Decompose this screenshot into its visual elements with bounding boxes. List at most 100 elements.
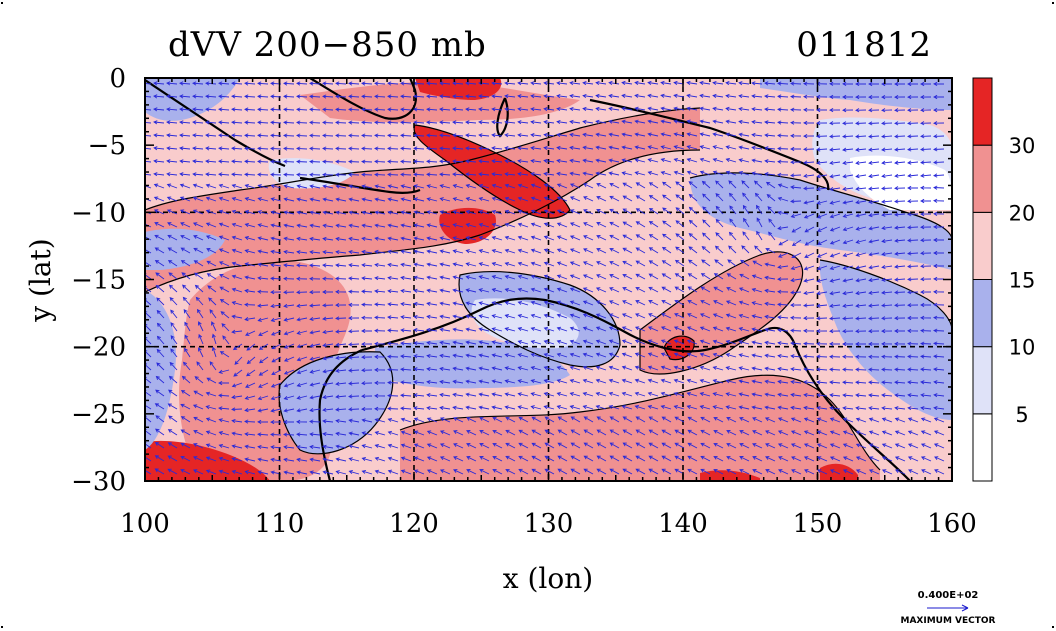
wind-vector-arrow xyxy=(609,455,620,462)
wind-vector-arrow xyxy=(335,470,347,475)
wind-vector-arrow xyxy=(907,303,919,308)
wind-vector-arrow xyxy=(439,405,451,410)
wind-vector-arrow xyxy=(517,300,529,306)
wind-vector-arrow xyxy=(596,261,607,267)
wind-vector-arrow xyxy=(270,432,282,437)
wind-vector-arrow xyxy=(180,389,191,397)
wind-vector-arrow xyxy=(400,380,412,385)
wind-vector-arrow xyxy=(842,456,854,462)
wind-vector-arrow xyxy=(595,326,607,332)
wind-vector-arrow xyxy=(816,94,828,99)
wind-vector-arrow xyxy=(752,430,763,436)
wind-vector-arrow xyxy=(842,239,854,245)
wind-vector-arrow xyxy=(491,366,503,371)
wind-vector-arrow xyxy=(764,379,776,384)
wind-vector-arrow xyxy=(881,134,893,139)
wind-vector-arrow xyxy=(205,94,217,99)
wind-vector-arrow xyxy=(283,107,295,112)
wind-vector-arrow xyxy=(479,469,490,475)
wind-vector-arrow xyxy=(270,330,282,336)
wind-vector-arrow xyxy=(556,392,568,397)
wind-vector-arrow xyxy=(595,158,607,163)
wind-vector-arrow xyxy=(855,406,867,411)
wind-vector-arrow xyxy=(206,377,217,384)
contour-line-8 xyxy=(639,251,804,375)
wind-vector-arrow xyxy=(595,145,607,150)
wind-vector-arrow xyxy=(583,235,594,241)
wind-vector-arrow xyxy=(881,252,893,257)
wind-vector-arrow xyxy=(868,417,880,423)
wind-vector-arrow xyxy=(181,375,191,384)
wind-vector-arrow xyxy=(257,249,269,254)
wind-vector-arrow xyxy=(855,469,867,475)
wind-vector-arrow xyxy=(192,404,204,410)
wind-vector-arrow xyxy=(335,250,347,255)
wind-vector-arrow xyxy=(752,260,763,267)
wind-vector-arrow xyxy=(920,443,932,449)
wind-vector-arrow xyxy=(153,133,165,138)
wind-vector-arrow xyxy=(348,184,360,189)
wind-vector-arrow xyxy=(699,80,711,85)
wind-vector-arrow xyxy=(596,455,607,462)
contour-line-7 xyxy=(278,351,394,455)
wind-vector-arrow xyxy=(167,247,178,254)
wind-vector-arrow xyxy=(270,223,282,228)
wind-vector-arrow xyxy=(530,313,542,319)
wind-vector-arrow xyxy=(517,340,529,345)
wind-vector-arrow xyxy=(439,314,451,319)
wind-vector-arrow xyxy=(309,172,321,177)
wind-vector-arrow xyxy=(842,278,854,283)
wind-vector-arrow xyxy=(335,444,347,449)
wind-vector-arrow xyxy=(635,455,646,462)
wind-vector-arrow xyxy=(738,145,750,150)
wind-vector-arrow xyxy=(439,456,451,462)
wind-vector-arrow xyxy=(777,328,789,333)
wind-vector-arrow xyxy=(517,274,529,280)
wind-vector-arrow xyxy=(790,185,802,190)
wind-vector-arrow xyxy=(868,226,880,231)
wind-vector-arrow xyxy=(426,81,438,86)
wind-vector-arrow xyxy=(686,80,698,85)
wind-vector-arrow xyxy=(700,299,711,306)
wind-vector-arrow xyxy=(504,314,516,319)
wind-vector-arrow xyxy=(725,170,737,176)
wind-vector-arrow xyxy=(803,417,815,423)
wind-vector-arrow xyxy=(816,303,828,308)
wind-vector-arrow xyxy=(180,260,191,267)
wind-vector-arrow xyxy=(257,419,269,424)
wind-vector-arrow xyxy=(283,408,295,413)
wind-vector-arrow xyxy=(309,395,321,400)
wind-vector-arrow xyxy=(184,321,191,332)
wind-vector-arrow xyxy=(439,172,451,177)
wind-vector-arrow xyxy=(257,236,269,241)
wind-vector-arrow xyxy=(881,443,893,449)
wind-vector-arrow xyxy=(855,200,867,205)
wind-vector-arrow xyxy=(674,273,685,280)
wind-vector-arrow xyxy=(777,353,789,359)
wind-vector-arrow xyxy=(413,197,425,202)
wind-vector-arrow xyxy=(400,94,412,99)
wind-vector-arrow xyxy=(387,406,399,411)
wind-vector-arrow xyxy=(270,290,282,295)
wind-vector-arrow xyxy=(715,205,724,215)
wind-vector-arrow xyxy=(479,430,490,436)
x-tick-label: 120 xyxy=(389,509,439,539)
wind-vector-arrow xyxy=(309,250,321,255)
wind-vector-arrow xyxy=(478,107,490,112)
wind-vector-arrow xyxy=(686,352,698,358)
wind-vector-arrow xyxy=(439,392,451,397)
wind-vector-arrow xyxy=(166,146,178,151)
wind-vector-arrow xyxy=(933,276,945,281)
wind-vector-arrow xyxy=(387,146,399,151)
wind-vector-arrow xyxy=(648,182,659,189)
wind-vector-arrow xyxy=(725,93,737,99)
wind-vector-arrow xyxy=(725,339,737,345)
wind-vector-arrow xyxy=(816,405,828,411)
wind-vector-arrow xyxy=(466,417,477,423)
wind-vector-arrow xyxy=(335,368,347,373)
wind-vector-arrow xyxy=(231,431,243,436)
wind-vector-arrow xyxy=(530,196,542,202)
wind-vector-arrow xyxy=(283,356,295,362)
wind-vector-arrow xyxy=(167,403,178,410)
wind-vector-arrow xyxy=(829,252,841,258)
